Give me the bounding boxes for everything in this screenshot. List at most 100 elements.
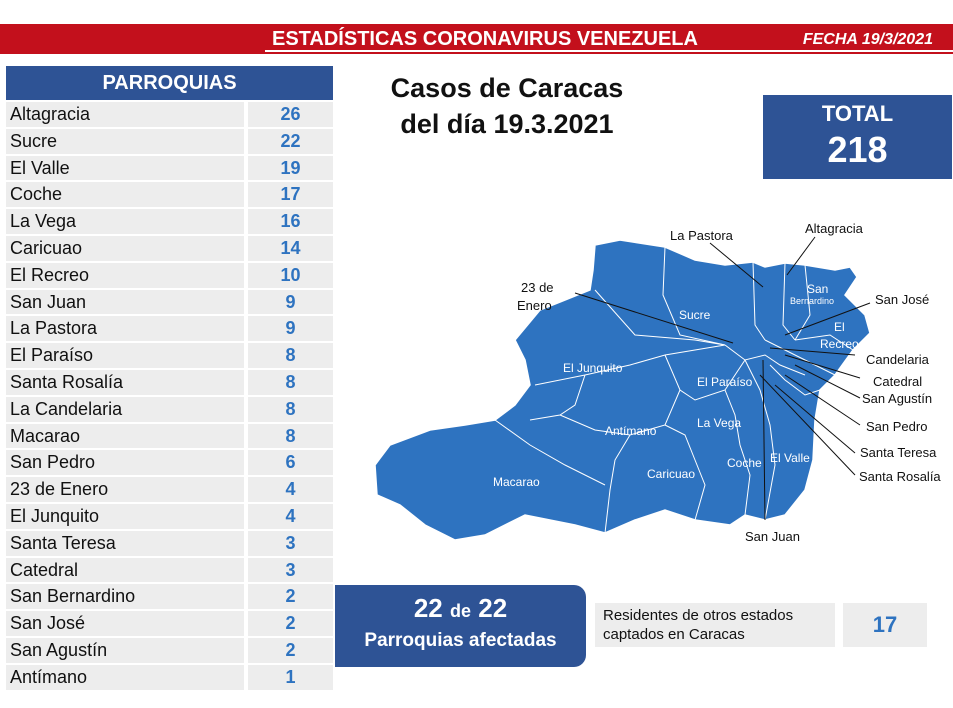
table-row: Santa Rosalía 8 [6,369,333,397]
table-row: 23 de Enero 4 [6,477,333,504]
residentes-line1: Residentes de otros estados [603,607,794,624]
parroquia-name: La Vega [6,209,244,234]
parroquia-value: 14 [248,235,333,261]
date-label: FECHA 19/3/2021 [802,31,933,48]
parroquia-name: San Juan [6,289,244,315]
parroquia-value: 2 [248,584,333,610]
parroquia-value: 2 [248,611,333,636]
parroquia-value: 4 [248,503,333,529]
table-row: San Pedro 6 [6,450,333,477]
residentes-line2: captados en Caracas [603,626,745,643]
parroquia-name: El Junquito [6,503,244,529]
map-label-san-jose: San José [875,292,930,307]
parroquia-value: 8 [248,369,333,395]
parroquia-name: Altagracia [6,102,244,127]
parroquia-name: Sucre [6,128,244,154]
table-row: Coche 17 [6,182,333,209]
afectadas-num2: 22 [478,593,508,623]
table-row: Santa Teresa 3 [6,530,333,558]
table-row: La Pastora 9 [6,316,333,343]
map-label-san-pedro: San Pedro [866,419,928,434]
casos-title-line2: del día 19.3.2021 [400,109,614,139]
parroquia-name: El Paraíso [6,343,244,368]
map-label-el-junquito: El Junquito [563,361,623,375]
parroquias-table: Altagracia 26 Sucre 22 El Valle 19 Coche 17 La V… [6,102,333,692]
parroquia-value: 3 [248,557,333,583]
table-row: Sucre 22 [6,128,333,156]
parroquia-name: Caricuao [6,235,244,261]
map-label-23-de-enero-b: Enero [517,298,552,313]
parroquia-name: Antímano [6,664,244,690]
parroquia-value: 6 [248,450,333,476]
map-borders [494,246,854,534]
parroquia-name: San Pedro [6,450,244,476]
parroquia-value: 19 [248,155,333,181]
map-label-altagracia: Altagracia [805,221,863,236]
map-label-23-de-enero-a: 23 de [521,280,554,295]
parroquia-value: 8 [248,396,333,422]
map-label-santa-rosalia: Santa Rosalía [859,469,941,484]
casos-title: Casos de Caracas del día 19.3.2021 [362,70,652,142]
parroquia-value: 4 [248,477,333,502]
map-label-santa-teresa: Santa Teresa [860,445,937,460]
map-label-candelaria: Candelaria [866,352,929,367]
parroquia-value: 8 [248,423,333,449]
map-leader-lines [574,236,871,521]
parroquia-value: 3 [248,530,333,556]
map-label-san-juan: San Juan [745,529,800,544]
table-row: Altagracia 26 [6,102,333,129]
header-underline [265,50,953,52]
table-row: El Paraíso 8 [6,343,333,370]
parroquia-name: La Pastora [6,316,244,342]
table-row: El Valle 19 [6,155,333,183]
map-label-macarao: Macarao [493,475,540,489]
map-region-outline [374,239,871,541]
map-label-la-vega: La Vega [697,416,742,430]
header-bar: ESTADÍSTICAS CORONAVIRUS VENEZUELA FECHA… [0,24,953,54]
table-row: Macarao 8 [6,423,333,451]
parroquia-value: 9 [248,289,333,315]
casos-title-line1: Casos de Caracas [390,73,624,103]
parroquia-value: 17 [248,182,333,208]
table-row: Caricuao 14 [6,235,333,263]
parroquia-name: Santa Rosalía [6,369,244,395]
map-label-la-pastora: La Pastora [670,228,733,243]
table-row: Catedral 3 [6,557,333,585]
table-row: La Vega 16 [6,209,333,236]
page-title: ESTADÍSTICAS CORONAVIRUS VENEZUELA [272,28,698,50]
parroquia-name: San Agustín [6,637,244,663]
parroquia-name: San José [6,611,244,636]
table-row: La Candelaria 8 [6,396,333,424]
table-row: San Bernardino 2 [6,584,333,611]
parroquia-name: El Recreo [6,262,244,288]
parroquia-value: 1 [248,664,333,690]
total-label: TOTAL [821,101,894,126]
map-label-el-recreo-a: El [834,320,845,334]
parroquia-name: La Candelaria [6,396,244,422]
afectadas-label: Parroquias afectadas [364,630,557,651]
parroquias-heading: PARROQUIAS [6,66,333,100]
residentes-value: 17 [843,603,927,647]
parroquia-value: 2 [248,637,333,663]
map-label-catedral: Catedral [873,374,923,389]
parroquia-name: Santa Teresa [6,530,244,556]
afectadas-de: de [449,601,471,621]
total-value: 218 [827,129,888,170]
table-row: Antímano 1 [6,664,333,692]
parroquia-value: 10 [248,262,333,288]
map-label-san-bernardino-a: San [807,282,829,296]
parroquia-name: Macarao [6,423,244,449]
table-row: San Agustín 2 [6,637,333,665]
map-label-coche: Coche [727,456,762,470]
residentes-label-box: Residentes de otros estados captados en … [595,603,835,647]
parroquias-afectadas-box: 22 de 22 Parroquias afectadas [335,585,586,667]
parroquia-name: San Bernardino [6,584,244,610]
afectadas-count: 22 de 22 [335,593,586,624]
table-row: El Recreo 10 [6,262,333,290]
afectadas-num1: 22 [413,593,443,623]
parroquia-name: Coche [6,182,244,208]
table-row: El Junquito 4 [6,503,333,531]
parroquia-value: 26 [248,102,333,127]
parroquia-value: 8 [248,343,333,368]
map-label-san-agustin: San Agustín [862,391,933,406]
